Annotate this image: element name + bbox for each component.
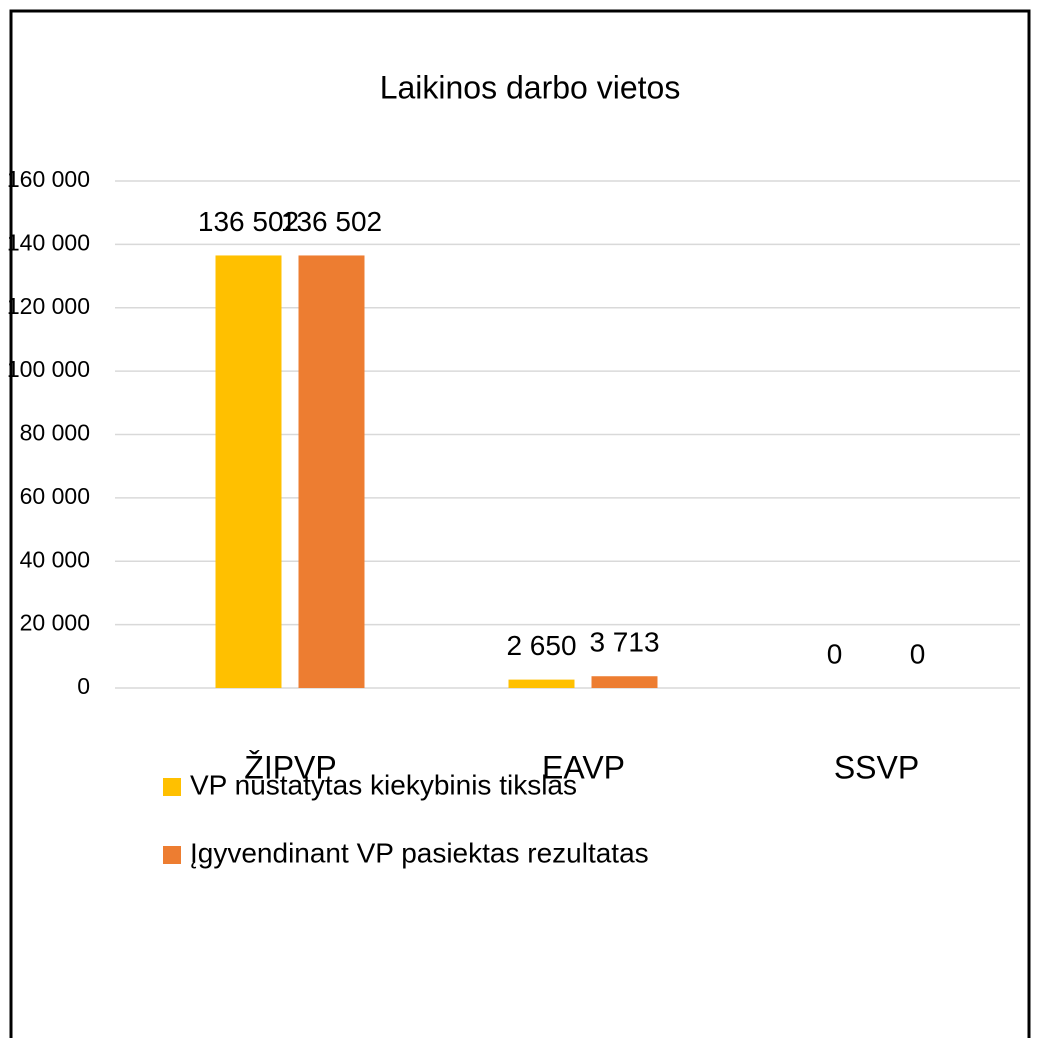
value-label: 2 650: [506, 630, 576, 661]
value-label: 0: [910, 638, 926, 669]
value-label: 136 502: [198, 206, 299, 237]
frame: [9, 9, 1031, 1038]
legend-swatch: [163, 778, 181, 796]
x-tick-label: EAVP: [542, 749, 625, 785]
y-tick-label: 120 000: [7, 293, 90, 319]
y-tick-label: 20 000: [20, 610, 90, 636]
y-tick-label: 100 000: [7, 356, 90, 382]
y-tick-label: 80 000: [20, 420, 90, 446]
y-tick-label: 140 000: [7, 229, 90, 255]
value-label: 3 713: [589, 627, 659, 658]
y-tick-label: 40 000: [20, 546, 90, 572]
x-tick-label: ŽIPVP: [244, 749, 336, 785]
legend-label: Įgyvendinant VP pasiektas rezultatas: [190, 837, 649, 868]
bar: [298, 255, 365, 688]
legend-swatch: [163, 846, 181, 864]
value-label: 136 502: [281, 206, 382, 237]
chart-title: Laikinos darbo vietos: [380, 69, 681, 105]
legend-label: VP nustatytas kiekybinis tikslas: [190, 769, 577, 800]
bar: [508, 679, 575, 688]
bar: [591, 676, 658, 688]
bar: [215, 255, 282, 688]
y-tick-label: 0: [77, 673, 90, 699]
y-tick-label: 160 000: [7, 166, 90, 192]
y-tick-label: 60 000: [20, 483, 90, 509]
value-label: 0: [827, 638, 843, 669]
x-tick-label: SSVP: [834, 749, 919, 785]
